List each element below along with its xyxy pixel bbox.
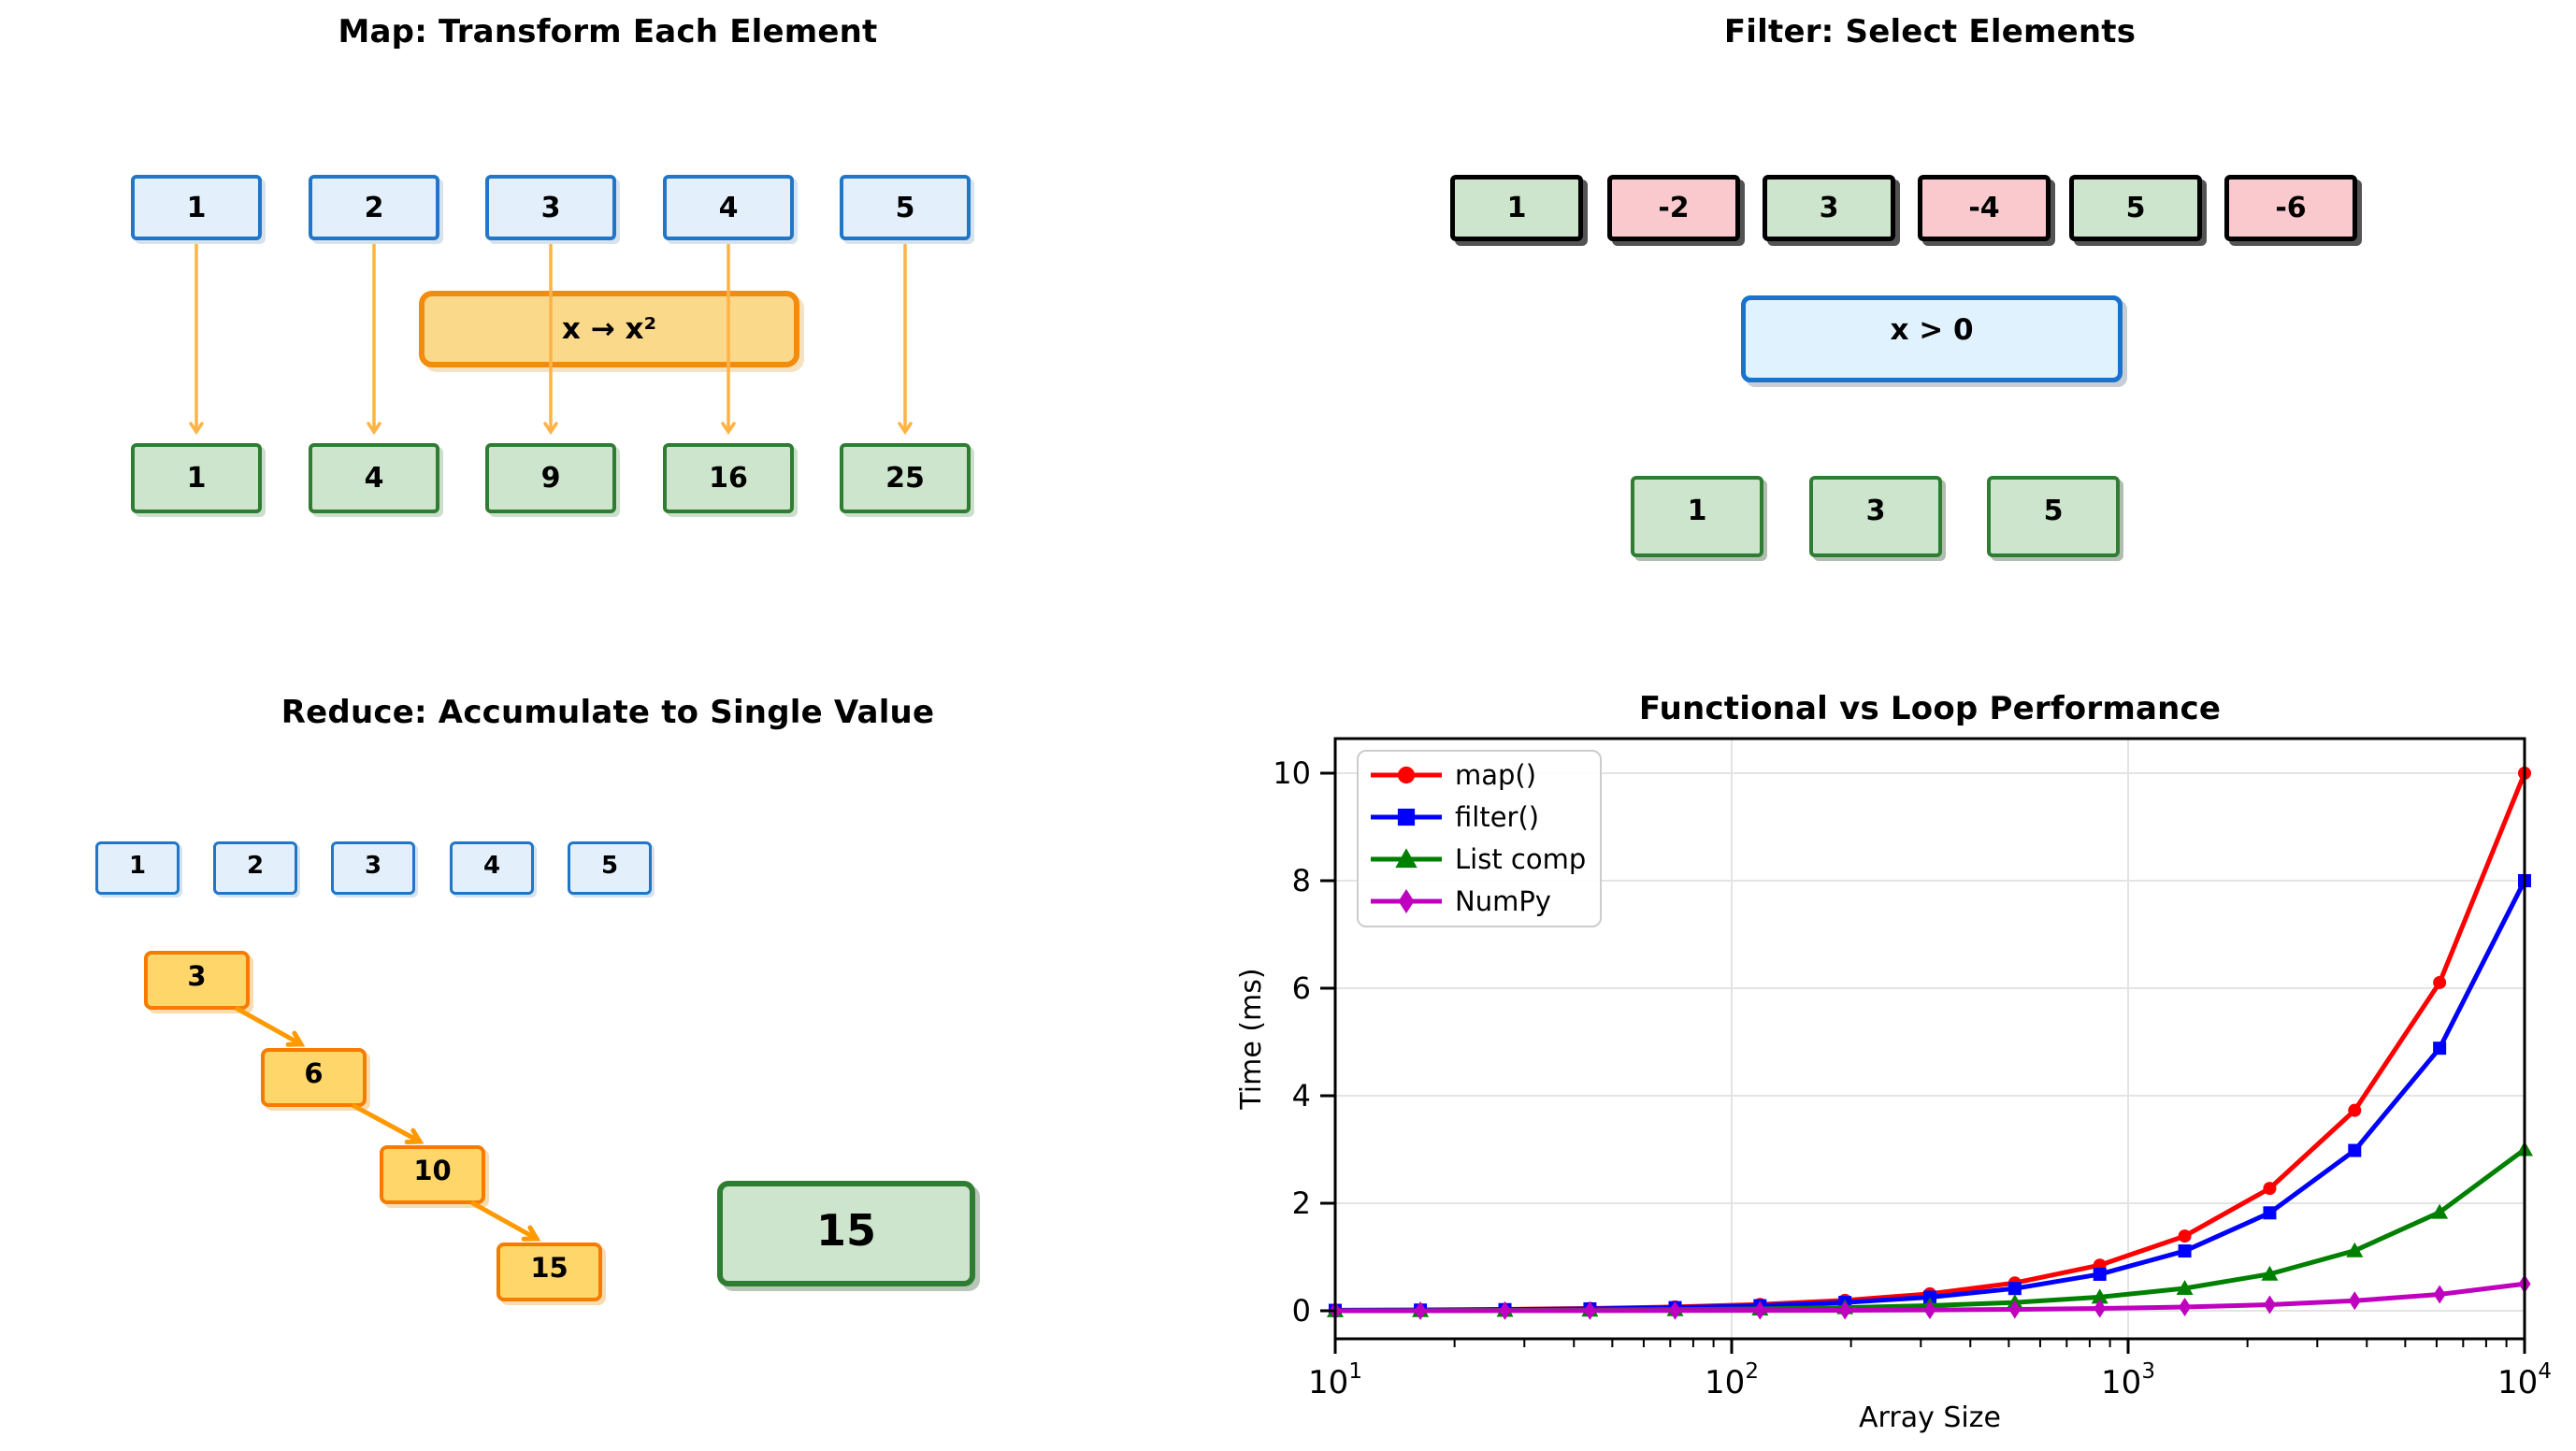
filter-predicate-box: x > 0 bbox=[1741, 295, 2123, 382]
map-output-box-5: 25 bbox=[840, 443, 971, 513]
filter-output-box-1: 1 bbox=[1631, 476, 1763, 557]
map-output-box-4: 16 bbox=[663, 443, 794, 513]
filter-input-box-6: -6 bbox=[2224, 175, 2357, 241]
reduce-step-box-4: 15 bbox=[496, 1243, 602, 1301]
map-output-box-3: 9 bbox=[485, 443, 616, 513]
reduce-step-box-2: 6 bbox=[261, 1048, 367, 1107]
map-input-box-1: 1 bbox=[131, 175, 262, 240]
map-input-box-2: 2 bbox=[309, 175, 439, 240]
map-function-box: x → x² bbox=[419, 291, 799, 367]
filter-input-box-4: -4 bbox=[1918, 175, 2051, 241]
filter-output-box-3: 5 bbox=[1987, 476, 2120, 557]
filter-output-box-2: 3 bbox=[1809, 476, 1942, 557]
reduce-panel-title: Reduce: Accumulate to Single Value bbox=[281, 694, 935, 731]
map-output-box-2: 4 bbox=[309, 443, 439, 513]
reduce-input-box-1: 1 bbox=[95, 841, 180, 895]
filter-input-box-5: 5 bbox=[2069, 175, 2202, 241]
map-panel-title: Map: Transform Each Element bbox=[338, 13, 878, 50]
map-input-box-4: 4 bbox=[663, 175, 794, 240]
reduce-input-box-2: 2 bbox=[213, 841, 297, 895]
reduce-input-box-3: 3 bbox=[331, 841, 415, 895]
filter-input-box-3: 3 bbox=[1763, 175, 1895, 241]
filter-input-box-2: -2 bbox=[1607, 175, 1740, 241]
chart-title: Functional vs Loop Performance bbox=[1638, 690, 2222, 727]
map-output-box-1: 1 bbox=[131, 443, 262, 513]
reduce-input-box-5: 5 bbox=[568, 841, 652, 895]
filter-panel-title: Filter: Select Elements bbox=[1723, 13, 2137, 50]
map-input-box-5: 5 bbox=[840, 175, 971, 240]
reduce-step-box-3: 10 bbox=[380, 1145, 485, 1204]
reduce-input-box-4: 4 bbox=[450, 841, 534, 895]
reduce-result-box: 15 bbox=[717, 1181, 975, 1286]
map-input-box-3: 3 bbox=[485, 175, 616, 240]
filter-input-box-1: 1 bbox=[1450, 175, 1583, 241]
reduce-step-box-1: 3 bbox=[144, 951, 250, 1010]
